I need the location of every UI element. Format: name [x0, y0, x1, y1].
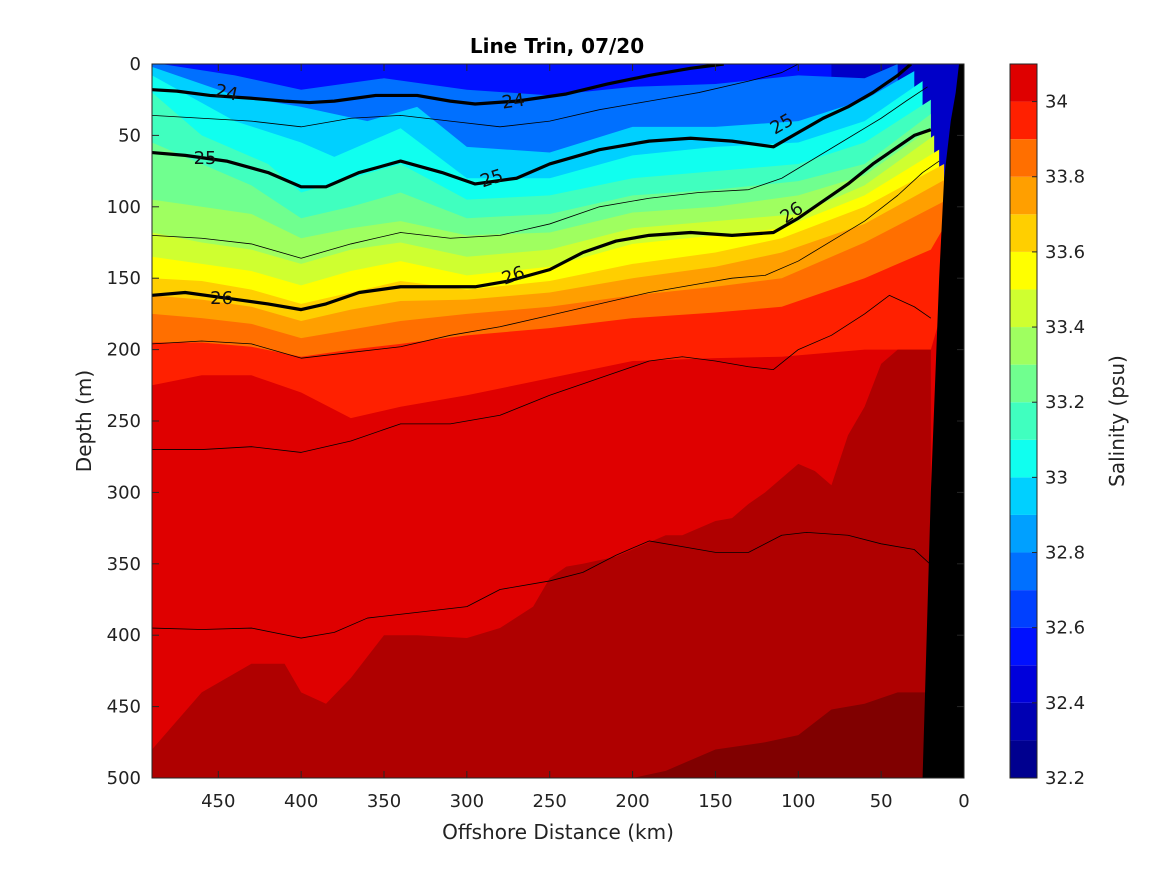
colorbar-tick-label-2: 33.6 [1045, 242, 1085, 263]
contour-label-0: 24 [213, 80, 240, 105]
x-tick-label-6: 150 [698, 791, 732, 812]
colorbar-swatch-18 [1010, 64, 1037, 102]
y-tick-label-10: 500 [107, 768, 141, 789]
y-tick-label-1: 50 [118, 125, 141, 146]
colorbar-tick-label-6: 32.8 [1045, 543, 1085, 564]
contour-label-5: 26 [210, 288, 233, 309]
y-tick-label-3: 150 [107, 268, 141, 289]
colorbar-tick-label-8: 32.4 [1045, 693, 1085, 714]
density-contour-2 [152, 128, 932, 312]
colorbar-tick-label-3: 33.4 [1045, 317, 1085, 338]
y-tick-label-4: 200 [107, 340, 141, 361]
x-axis-label: Offshore Distance (km) [442, 820, 674, 844]
y-axis-label: Depth (m) [72, 370, 96, 472]
y-tick-label-0: 0 [130, 54, 141, 75]
colorbar-swatch-9 [1010, 402, 1037, 440]
colorbar-swatch-2 [1010, 665, 1037, 703]
contour-label-2: 25 [194, 148, 217, 169]
chart-title: Line Trin, 07/20 [470, 34, 644, 58]
x-tick-label-7: 100 [781, 791, 815, 812]
colorbar-swatch-10 [1010, 364, 1037, 403]
colorbar-label: Salinity (psu) [1105, 355, 1129, 487]
density-contour-7 [152, 531, 940, 639]
colorbar-frame [1009, 63, 1038, 779]
colorbar-tick-label-9: 32.2 [1045, 768, 1085, 789]
colorbar-tick-label-5: 33 [1045, 467, 1068, 488]
colorbar-tick-label-1: 33.8 [1045, 167, 1085, 188]
y-tick-label-9: 450 [107, 697, 141, 718]
x-tick-label-9: 0 [958, 791, 969, 812]
colorbar-tick-label-0: 34 [1045, 92, 1068, 113]
contour-label-1: 24 [501, 90, 527, 114]
y-tick-label-8: 400 [107, 625, 141, 646]
colorbar-tick-label-7: 32.6 [1045, 618, 1085, 639]
plot-area [152, 64, 964, 778]
colorbar-tick-label-4: 33.2 [1045, 392, 1085, 413]
colorbar-swatch-1 [1010, 702, 1037, 741]
colorbar-swatch-3 [1010, 627, 1037, 666]
colorbar-swatch-12 [1010, 289, 1037, 328]
x-tick-label-2: 350 [367, 791, 401, 812]
colorbar [1010, 64, 1037, 778]
density-contour-3 [152, 64, 799, 128]
x-tick-label-5: 200 [615, 791, 649, 812]
density-contour-5 [152, 160, 940, 359]
density-contour-1 [152, 64, 913, 189]
density-contours [152, 64, 940, 639]
salinity-band-14 [152, 349, 931, 778]
salinity-band-15 [466, 692, 931, 778]
colorbar-swatch-13 [1010, 251, 1037, 290]
x-tick-label-4: 250 [533, 791, 567, 812]
x-tick-label-3: 300 [450, 791, 484, 812]
colorbar-swatch-0 [1010, 740, 1037, 778]
density-contour-6 [152, 294, 932, 453]
colorbar-swatch-11 [1010, 327, 1037, 365]
y-tick-label-7: 350 [107, 554, 141, 575]
colorbar-swatch-14 [1010, 214, 1037, 252]
y-tick-label-2: 100 [107, 197, 141, 218]
density-contour-0 [152, 64, 724, 106]
x-tick-label-1: 400 [284, 791, 318, 812]
colorbar-swatch-6 [1010, 514, 1037, 553]
colorbar-swatch-5 [1010, 552, 1037, 591]
y-tick-label-5: 250 [107, 411, 141, 432]
x-tick-label-8: 50 [870, 791, 893, 812]
colorbar-swatch-7 [1010, 477, 1037, 515]
density-contour-4 [152, 86, 928, 259]
colorbar-swatch-17 [1010, 101, 1037, 140]
colorbar-swatch-4 [1010, 590, 1037, 628]
y-tick-label-6: 300 [107, 482, 141, 503]
y-axis-ticks: 0 50 100 150 200 250 300 350 400 450 500 [107, 54, 964, 789]
colorbar-swatch-15 [1010, 176, 1037, 215]
x-tick-label-0: 450 [201, 791, 235, 812]
shelf-bathymetry [922, 64, 964, 778]
colorbar-swatch-8 [1010, 439, 1037, 478]
colorbar-swatch-16 [1010, 139, 1037, 177]
colorbar-ticks: 34 33.8 33.6 33.4 33.2 33 32.8 32.6 32.4 32.2 [1032, 92, 1085, 789]
x-axis-ticks: 450 400 350 300 250 200 150 100 50 0 [201, 64, 970, 812]
